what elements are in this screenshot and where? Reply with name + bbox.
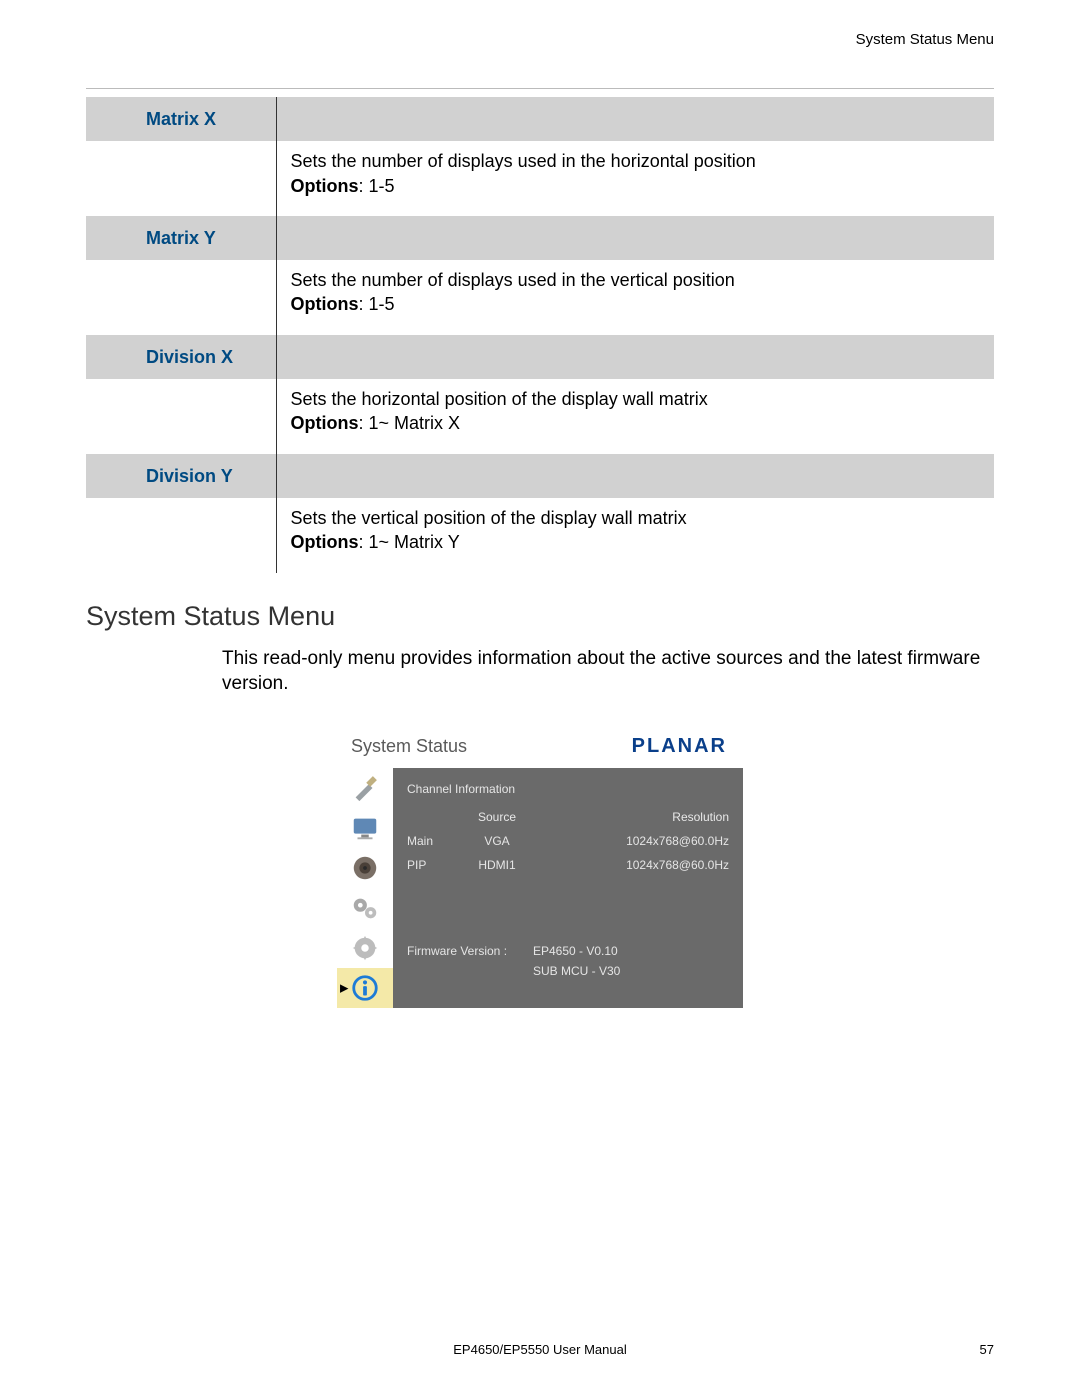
- speaker-icon[interactable]: [337, 848, 393, 888]
- row-source: VGA: [457, 834, 537, 848]
- osd-icon-strip: ▶: [337, 768, 393, 1008]
- param-label: Matrix Y: [86, 216, 276, 260]
- param-label: Division Y: [86, 454, 276, 498]
- firmware-line-2: SUB MCU - V30: [533, 964, 729, 978]
- options-value: : 1~ Matrix Y: [359, 532, 460, 552]
- firmware-label: Firmware Version :: [407, 944, 533, 958]
- selector-arrow-icon: ▶: [340, 981, 348, 994]
- desc-text: Sets the number of displays used in the …: [291, 270, 735, 290]
- param-desc-empty: [276, 454, 994, 498]
- param-desc-empty: [276, 97, 994, 141]
- options-value: : 1~ Matrix X: [359, 413, 461, 433]
- brush-icon[interactable]: [337, 768, 393, 808]
- param-label-blank: [86, 141, 276, 216]
- col-source: Source: [457, 810, 537, 824]
- param-label-blank: [86, 260, 276, 335]
- advanced-icon[interactable]: [337, 928, 393, 968]
- footer-manual: EP4650/EP5550 User Manual: [0, 1342, 1080, 1357]
- row-name: PIP: [407, 858, 457, 872]
- param-label-blank: [86, 498, 276, 573]
- info-icon[interactable]: ▶: [337, 968, 393, 1008]
- param-desc: Sets the horizontal position of the disp…: [276, 379, 994, 454]
- row-name: Main: [407, 834, 457, 848]
- page-number: 57: [980, 1342, 994, 1357]
- header-rule: [86, 88, 994, 89]
- desc-text: Sets the horizontal position of the disp…: [291, 389, 708, 409]
- options-label: Options: [291, 413, 359, 433]
- osd-title: System Status: [351, 736, 467, 757]
- page-footer: EP4650/EP5550 User Manual 57: [0, 1342, 1080, 1357]
- options-value: : 1-5: [359, 176, 395, 196]
- osd-panel: System Status PLANAR: [337, 721, 743, 1008]
- channel-info-label: Channel Information: [407, 782, 729, 796]
- desc-text: Sets the number of displays used in the …: [291, 151, 756, 171]
- param-desc-empty: [276, 335, 994, 379]
- col-blank: [407, 810, 457, 824]
- col-resolution: Resolution: [537, 810, 729, 824]
- options-label: Options: [291, 176, 359, 196]
- row-resolution: 1024x768@60.0Hz: [537, 858, 729, 872]
- row-source: HDMI1: [457, 858, 537, 872]
- osd-header: System Status PLANAR: [337, 721, 743, 768]
- options-value: : 1-5: [359, 294, 395, 314]
- desc-text: Sets the vertical position of the displa…: [291, 508, 687, 528]
- running-head: System Status Menu: [86, 31, 994, 48]
- gears-icon[interactable]: [337, 888, 393, 928]
- param-label: Matrix X: [86, 97, 276, 141]
- monitor-icon[interactable]: [337, 808, 393, 848]
- param-label-blank: [86, 379, 276, 454]
- section-body: This read-only menu provides information…: [222, 646, 994, 697]
- section-heading: System Status Menu: [86, 601, 994, 632]
- options-label: Options: [291, 294, 359, 314]
- parameter-table: Matrix X Sets the number of displays use…: [86, 97, 994, 573]
- planar-logo: PLANAR: [632, 735, 727, 758]
- param-label: Division X: [86, 335, 276, 379]
- param-desc-empty: [276, 216, 994, 260]
- param-desc: Sets the number of displays used in the …: [276, 141, 994, 216]
- param-desc: Sets the vertical position of the displa…: [276, 498, 994, 573]
- row-resolution: 1024x768@60.0Hz: [537, 834, 729, 848]
- firmware-line-1: EP4650 - V0.10: [533, 944, 729, 958]
- param-desc: Sets the number of displays used in the …: [276, 260, 994, 335]
- options-label: Options: [291, 532, 359, 552]
- osd-content: Channel Information Source Resolution Ma…: [393, 768, 743, 1008]
